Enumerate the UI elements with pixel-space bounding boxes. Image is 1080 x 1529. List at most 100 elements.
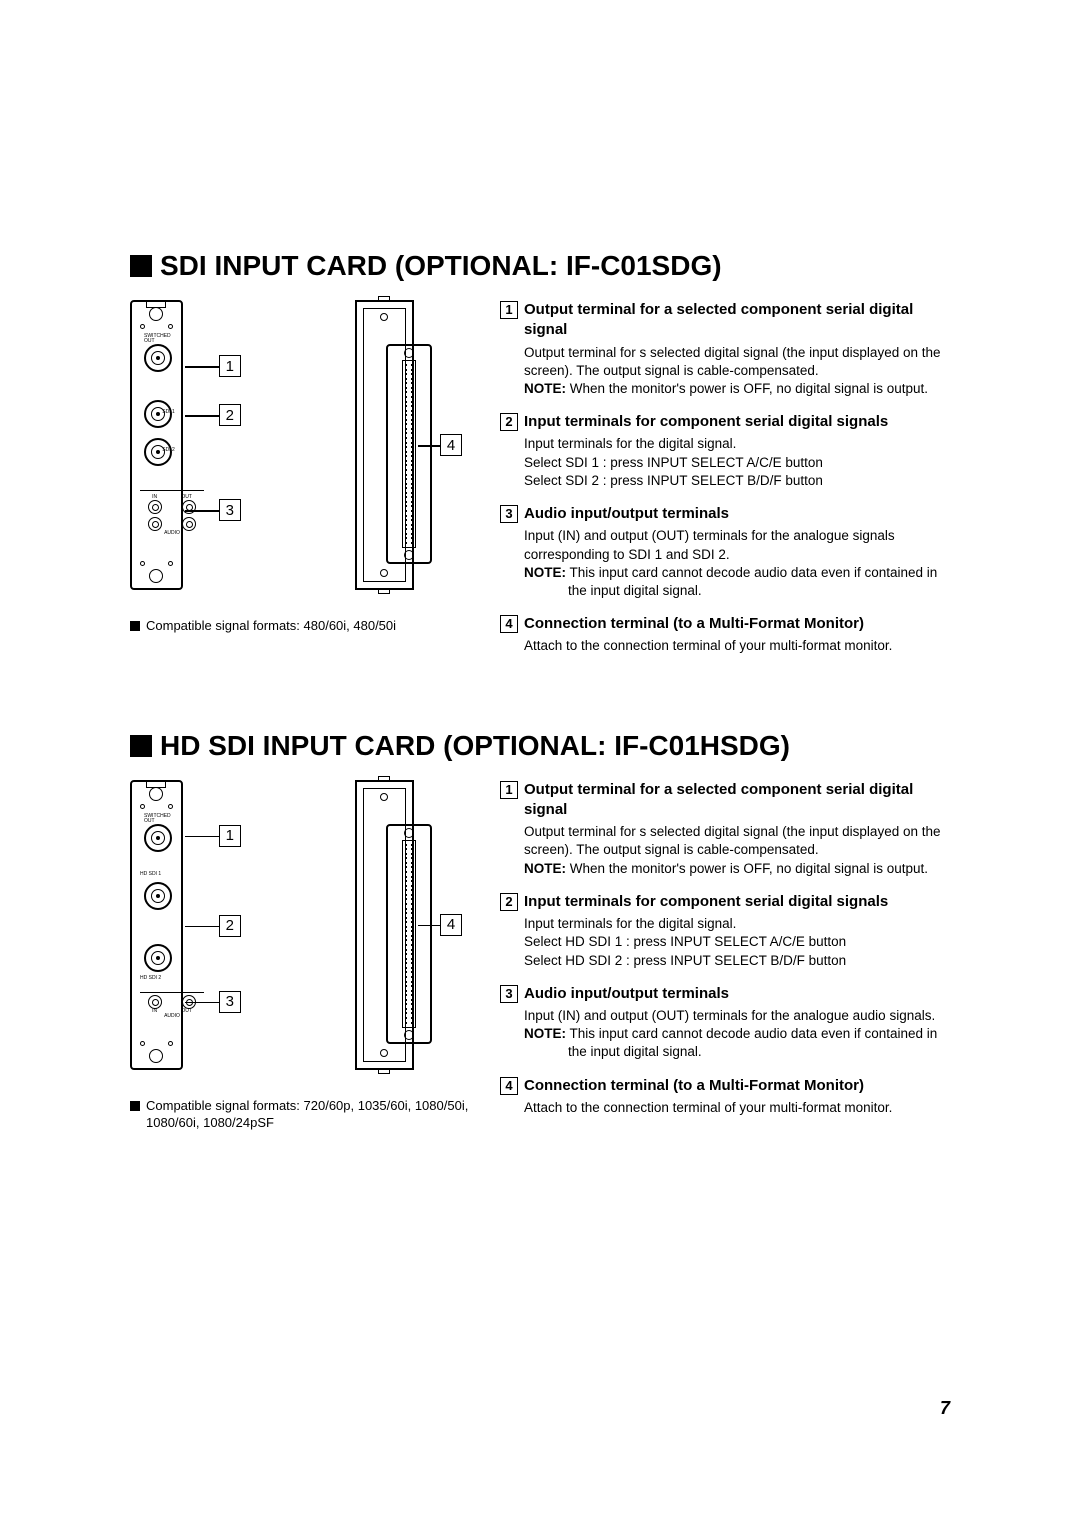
diagram-row: SWITCHED OUT SDI 1 SDI 2 IN OUT — [130, 300, 470, 590]
screw-icon — [404, 550, 414, 560]
callout-1: 1 — [219, 825, 241, 847]
desc-select1: Select HD SDI 1 : press INPUT SELECT A/C… — [524, 933, 950, 951]
mini-hole-icon — [168, 324, 173, 329]
num-box: 2 — [500, 413, 518, 431]
diagram-row: SWITCHED OUT HD SDI 1 HD SDI 2 IN OUT — [130, 780, 470, 1070]
mini-hole-icon — [140, 561, 145, 566]
compat-text: Compatible signal formats: 480/60i, 480/… — [130, 618, 470, 635]
callout-line — [185, 415, 219, 417]
desc-select2: Select HD SDI 2 : press INPUT SELECT B/D… — [524, 952, 950, 970]
compat-text: Compatible signal formats: 720/60p, 1035… — [130, 1098, 470, 1132]
title-bullet-icon — [130, 255, 152, 277]
audio-block: IN OUT AUDIO — [140, 490, 204, 536]
label-switched-out: SWITCHED OUT — [144, 334, 181, 344]
desc-body: Attach to the connection terminal of you… — [524, 637, 950, 655]
desc-item-1: 1 Output terminal for a selected compone… — [500, 300, 950, 398]
num-box: 4 — [500, 615, 518, 633]
label-hdsdi2: HD SDI 2 — [140, 976, 161, 981]
label-hdsdi1: HD SDI 1 — [140, 872, 161, 877]
mini-hole-icon — [168, 804, 173, 809]
pin-column — [405, 364, 407, 544]
desc-item-2: 2 Input terminals for component serial d… — [500, 412, 950, 490]
side-panel-diagram — [355, 780, 414, 1070]
desc-title: Connection terminal (to a Multi-Format M… — [524, 614, 864, 634]
rca-connector-icon — [182, 500, 196, 514]
callout-line — [185, 1002, 219, 1004]
num-box: 4 — [500, 1077, 518, 1095]
bnc-connector-icon — [144, 944, 172, 972]
desc-body: Input (IN) and output (OUT) terminals fo… — [524, 1007, 950, 1062]
left-column: SWITCHED OUT HD SDI 1 HD SDI 2 IN OUT — [130, 780, 470, 1132]
label-audio: AUDIO — [140, 531, 204, 536]
side-panel-diagram — [355, 300, 414, 590]
pin-column — [405, 844, 407, 1024]
desc-body: Input (IN) and output (OUT) terminals fo… — [524, 527, 950, 600]
desc-head: 3 Audio input/output terminals — [500, 984, 950, 1004]
screw-hole-icon — [149, 1049, 163, 1063]
mini-hole-icon — [140, 804, 145, 809]
screw-icon — [404, 828, 414, 838]
desc-title: Audio input/output terminals — [524, 504, 729, 524]
front-panel-diagram: SWITCHED OUT SDI 1 SDI 2 IN OUT — [130, 300, 183, 590]
section-body: SWITCHED OUT SDI 1 SDI 2 IN OUT — [130, 300, 950, 670]
side-inner — [363, 788, 406, 1062]
desc-head: 4 Connection terminal (to a Multi-Format… — [500, 1076, 950, 1096]
num-box: 2 — [500, 893, 518, 911]
pin-column — [411, 844, 413, 1024]
rca-connector-icon — [182, 517, 196, 531]
callout-line — [185, 366, 219, 368]
rca-connector-icon — [148, 500, 162, 514]
compat-value: Compatible signal formats: 480/60i, 480/… — [146, 618, 396, 635]
right-column: 1 Output terminal for a selected compone… — [500, 780, 950, 1132]
screw-icon — [380, 793, 388, 801]
side-tab-icon — [378, 296, 390, 302]
desc-title: Audio input/output terminals — [524, 984, 729, 1004]
desc-head: 3 Audio input/output terminals — [500, 504, 950, 524]
callout-3: 3 — [219, 499, 241, 521]
connector-slot — [402, 360, 416, 548]
mini-hole-icon — [140, 324, 145, 329]
desc-title: Connection terminal (to a Multi-Format M… — [524, 1076, 864, 1096]
bnc-connector-icon — [144, 824, 172, 852]
screw-icon — [380, 1049, 388, 1057]
desc-select2: Select SDI 2 : press INPUT SELECT B/D/F … — [524, 472, 950, 490]
label-out: OUT — [181, 1009, 192, 1014]
section-title: HD SDI INPUT CARD (OPTIONAL: IF-C01HSDG) — [130, 730, 950, 762]
screw-icon — [404, 348, 414, 358]
callout-3: 3 — [219, 991, 241, 1013]
desc-text: Input terminals for the digital signal. — [524, 435, 950, 453]
callout-2: 2 — [219, 915, 241, 937]
section-body: SWITCHED OUT HD SDI 1 HD SDI 2 IN OUT — [130, 780, 950, 1132]
compat-value: Compatible signal formats: 720/60p, 1035… — [146, 1098, 470, 1132]
num-box: 1 — [500, 781, 518, 799]
page-number: 7 — [940, 1398, 950, 1419]
desc-note: NOTE: When the monitor's power is OFF, n… — [524, 860, 950, 878]
rca-connector-icon — [148, 995, 162, 1009]
screw-icon — [404, 1030, 414, 1040]
audio-block: IN OUT AUDIO — [140, 992, 204, 1019]
title-bullet-icon — [130, 735, 152, 757]
title-text: HD SDI INPUT CARD (OPTIONAL: IF-C01HSDG) — [160, 730, 790, 762]
title-text: SDI INPUT CARD (OPTIONAL: IF-C01SDG) — [160, 250, 722, 282]
label-switched-out: SWITCHED OUT — [144, 814, 181, 824]
screw-hole-icon — [149, 569, 163, 583]
bnc-connector-icon — [144, 344, 172, 372]
label-audio: AUDIO — [140, 1014, 204, 1019]
desc-note: NOTE: This input card cannot decode audi… — [524, 564, 950, 600]
label-sdi1: SDI 1 — [162, 410, 175, 415]
desc-title: Input terminals for component serial dig… — [524, 892, 888, 912]
desc-text: Input terminals for the digital signal. — [524, 915, 950, 933]
num-box: 3 — [500, 985, 518, 1003]
desc-text: Output terminal for s selected digital s… — [524, 344, 950, 380]
callout-line — [418, 925, 440, 927]
mini-hole-icon — [168, 561, 173, 566]
label-in: IN — [152, 1009, 157, 1014]
left-column: SWITCHED OUT SDI 1 SDI 2 IN OUT — [130, 300, 470, 670]
desc-head: 1 Output terminal for a selected compone… — [500, 780, 950, 821]
desc-title: Output terminal for a selected component… — [524, 780, 950, 821]
screw-hole-icon — [149, 787, 163, 801]
connector-frame — [386, 824, 432, 1044]
desc-item-3: 3 Audio input/output terminals Input (IN… — [500, 984, 950, 1062]
desc-text: Attach to the connection terminal of you… — [524, 1099, 950, 1117]
desc-item-3: 3 Audio input/output terminals Input (IN… — [500, 504, 950, 600]
